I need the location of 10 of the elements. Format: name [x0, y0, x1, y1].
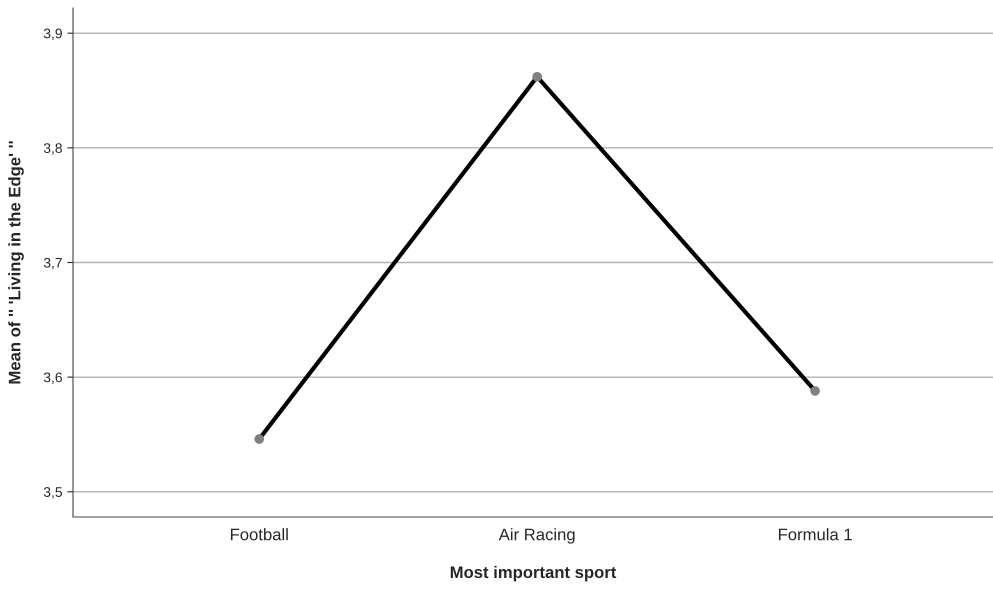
y-axis-title: Mean of '' 'Living in the Edge' '' — [8, 141, 24, 384]
y-tick-label: 3,8 — [44, 143, 62, 155]
y-tick-label: 3,7 — [44, 258, 62, 270]
y-tick-label: 3,5 — [44, 487, 62, 499]
x-tick-label: Air Racing — [498, 528, 575, 544]
y-tick-label: 3,6 — [44, 372, 62, 384]
x-axis-title: Most important sport — [450, 566, 616, 582]
x-tick-label: Football — [230, 528, 288, 540]
x-tick-label: Formula 1 — [778, 528, 852, 540]
y-tick-label: 3,9 — [44, 28, 62, 40]
